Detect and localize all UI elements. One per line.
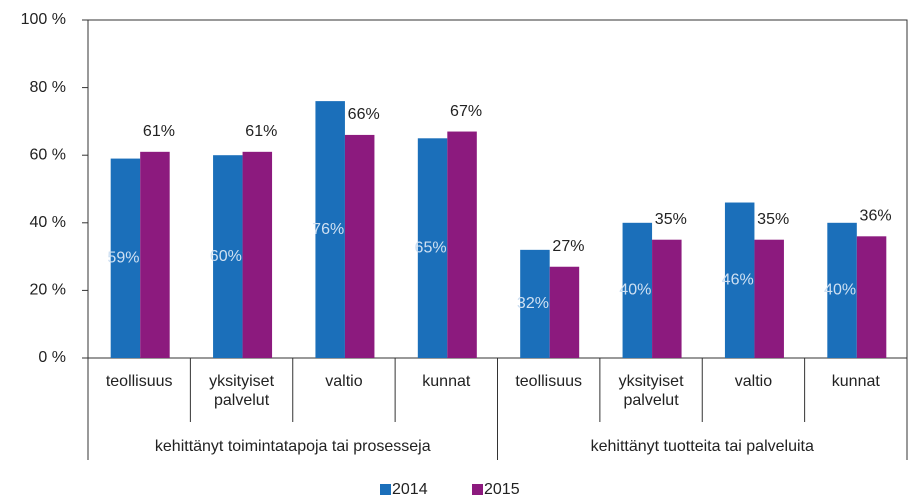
value-label: 35% (757, 211, 789, 228)
bar (520, 249, 550, 358)
value-label: 61% (143, 123, 175, 140)
value-label: 32% (517, 295, 549, 312)
legend-label: 2015 (484, 481, 520, 498)
bar (242, 151, 273, 358)
y-tick-label: 20 % (30, 282, 66, 299)
bar (344, 134, 375, 358)
value-label: 35% (655, 211, 687, 228)
value-label: 67% (450, 103, 482, 120)
x-tick-label: valtio (734, 373, 773, 390)
plot-frame (87, 19, 908, 359)
value-label: 36% (860, 208, 892, 225)
value-label: 65% (415, 239, 447, 256)
value-label: 76% (312, 221, 344, 238)
x-tick-label: teollisuus (515, 373, 583, 390)
x-tick-label: yksityiset palvelut (209, 373, 275, 409)
value-label: 46% (722, 271, 754, 288)
bar (315, 101, 345, 359)
y-tick-label: 0 % (38, 349, 66, 366)
bar (827, 222, 857, 358)
value-label: 59% (107, 250, 139, 267)
group-label: kehittänyt toimintatapoja tai prosesseja (155, 438, 431, 455)
bar (417, 138, 448, 358)
x-tick-label: kunnat (422, 373, 471, 390)
bar (140, 151, 170, 358)
bar (856, 236, 887, 358)
value-label: 61% (245, 123, 277, 140)
y-tick-label: 60 % (30, 146, 66, 163)
x-tick-label: kunnat (831, 373, 880, 390)
bar (213, 155, 243, 358)
bar (652, 239, 682, 358)
y-tick-label: 80 % (30, 79, 66, 96)
value-label: 27% (552, 238, 584, 255)
x-tick-label: yksityiset palvelut (618, 373, 684, 409)
legend-swatch (380, 484, 391, 495)
value-label: 60% (210, 248, 242, 265)
value-label: 40% (824, 282, 856, 299)
y-tick-label: 40 % (30, 214, 66, 231)
bar (622, 222, 653, 358)
x-tick-label: valtio (325, 373, 363, 390)
bar (549, 266, 580, 358)
legend-label: 2014 (392, 481, 428, 498)
bar (447, 131, 477, 358)
group-label: kehittänyt tuotteita tai palveluita (591, 438, 814, 455)
bar (724, 202, 755, 358)
bar (110, 158, 141, 358)
bar (754, 239, 784, 358)
legend-swatch (472, 484, 483, 495)
x-tick-label: teollisuus (105, 373, 173, 390)
y-tick-label: 100 % (21, 11, 66, 28)
value-label: 40% (619, 282, 651, 299)
value-label: 66% (348, 106, 380, 123)
